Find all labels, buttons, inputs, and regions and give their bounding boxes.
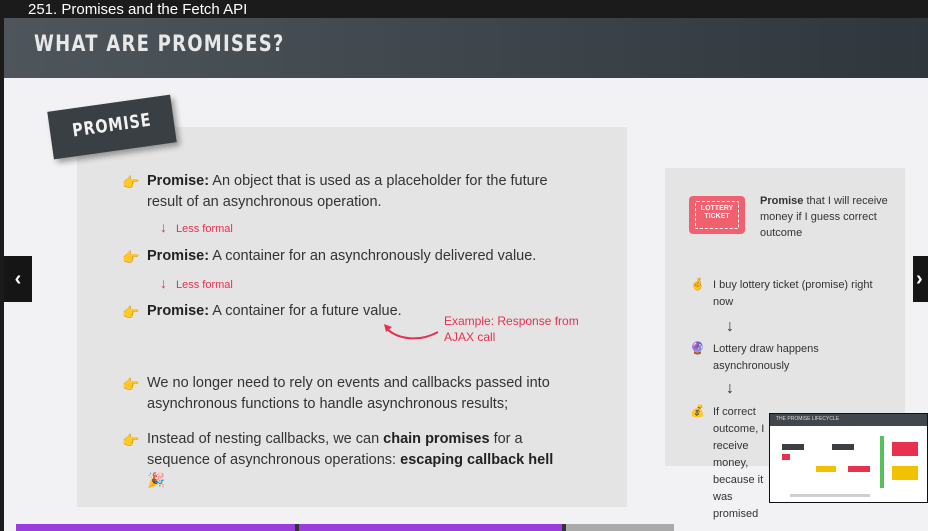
video-title-bar: 251. Promises and the Fetch API [0,0,928,18]
left-edge [0,0,4,531]
analogy-step-1: I buy lottery ticket (promise) right now [713,279,873,308]
preview-box [816,466,836,472]
preview-thumbnail[interactable]: THE PROMISE LIFECYCLE [769,413,928,503]
pointing-hand-icon: 👉 [122,174,140,190]
money-bag-icon: 💰 [690,404,705,418]
down-arrow-icon: ↓ [726,318,734,335]
preview-box [848,466,870,472]
definitions-card [77,127,627,507]
preview-box [782,454,790,460]
promise-label-text: PROMISE [71,109,153,142]
preview-box [832,444,854,450]
preview-box [892,466,918,480]
fingers-crossed-icon: 🤞 [690,277,705,291]
less-formal-note-1: ↓ Less formal [160,219,233,235]
pointing-hand-icon: 👉 [122,304,140,320]
example-note: Example: Response from AJAX call [444,314,579,344]
next-lecture-button[interactable]: › [913,256,928,302]
slide-heading: WHAT ARE PROMISES? [34,32,285,57]
analogy-step-3: If correct outcome, I receive money, bec… [713,406,765,520]
pointing-hand-icon: 👉 [122,376,140,392]
down-arrow-icon: ↓ [160,219,167,235]
progress-bar[interactable] [16,524,674,531]
slide-header: WHAT ARE PROMISES? [4,18,928,78]
chapter-marker [562,524,566,531]
chevron-right-icon: › [916,267,923,290]
bullet-4-text: We no longer need to rely on events and … [147,375,550,412]
chevron-left-icon: ‹ [14,267,22,290]
bullet-3: 👉 Promise: A container for a future valu… [122,301,562,322]
less-formal-note-2: ↓ Less formal [160,275,233,291]
preview-box [892,442,918,456]
curved-arrow-icon [384,324,439,340]
preview-header: THE PROMISE LIFECYCLE [770,414,927,426]
preview-title: THE PROMISE LIFECYCLE [776,416,840,422]
bullet-1: 👉 Promise: An object that is used as a p… [122,171,562,213]
chapter-marker [295,524,299,531]
preview-box [880,436,884,488]
bullet-3-text: Promise: A container for a future value. [147,303,402,319]
bullet-1-text: Promise: An object that is used as a pla… [147,173,548,210]
bullet-2: 👉 Promise: A container for an asynchrono… [122,246,562,267]
ticket-text: LOTTERY TICKET [700,205,734,220]
lottery-ticket-icon: LOTTERY TICKET [689,196,745,234]
bullet-4: 👉 We no longer need to rely on events an… [122,373,562,415]
analogy-step-2: Lottery draw happens asynchronously [713,343,819,372]
preview-box [790,494,870,497]
party-icon: 🎉 [147,473,166,489]
preview-box [782,444,804,450]
crystal-ball-icon: 🔮 [690,341,705,355]
analogy-intro: Promise that I will receive money if I g… [760,195,888,239]
down-arrow-icon: ↓ [726,380,734,397]
previous-lecture-button[interactable]: ‹ [4,256,32,302]
bullet-5-text: Instead of nesting callbacks, we can cha… [147,431,554,489]
bullet-2-text: Promise: A container for an asynchronous… [147,248,537,264]
pointing-hand-icon: 👉 [122,432,140,448]
video-title: 251. Promises and the Fetch API [28,1,248,18]
bullet-5: 👉 Instead of nesting callbacks, we can c… [122,429,562,492]
pointing-hand-icon: 👉 [122,249,140,265]
progress-fill [16,524,563,531]
down-arrow-icon: ↓ [160,275,167,291]
